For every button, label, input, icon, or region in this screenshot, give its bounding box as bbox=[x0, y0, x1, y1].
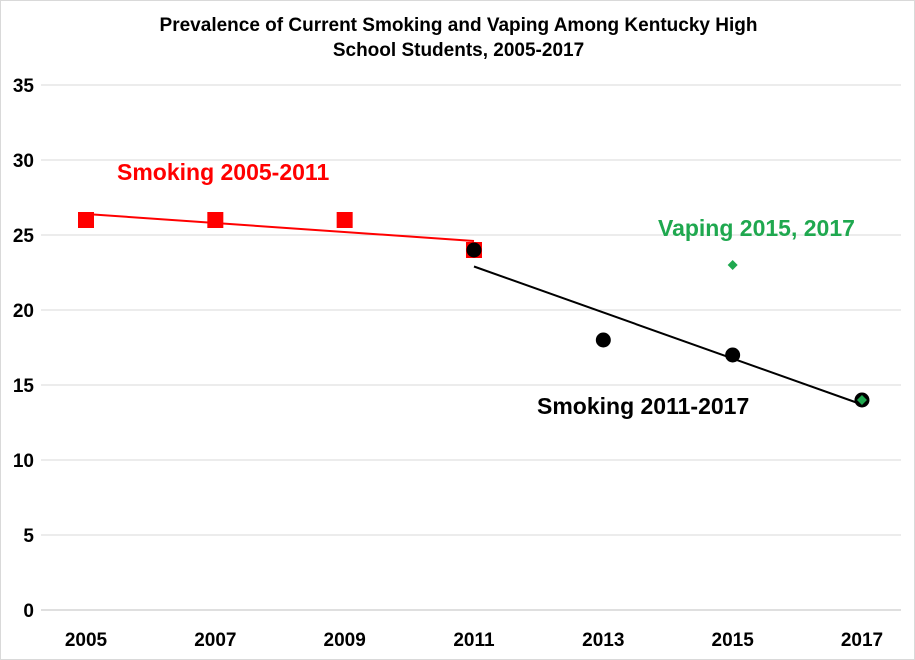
x-tick-label: 2013 bbox=[582, 630, 624, 651]
label-smoking-2005-2011: Smoking 2005-2011 bbox=[117, 159, 330, 185]
y-tick-label: 30 bbox=[13, 151, 34, 172]
data-point-square bbox=[207, 212, 224, 228]
y-tick-label: 0 bbox=[23, 601, 34, 622]
x-tick-label: 2009 bbox=[324, 630, 366, 651]
chart-title-line-2: School Students, 2005-2017 bbox=[332, 40, 585, 61]
x-tick-label: 2017 bbox=[841, 630, 883, 651]
label-smoking-2011-2017: Smoking 2011-2017 bbox=[537, 393, 750, 419]
data-point-circle bbox=[595, 332, 611, 348]
x-tick-label: 2005 bbox=[65, 630, 108, 651]
y-tick-label: 35 bbox=[13, 76, 35, 97]
data-point-square bbox=[78, 212, 94, 228]
data-point-square bbox=[336, 212, 353, 228]
x-tick-label: 2011 bbox=[453, 630, 495, 651]
data-point-circle bbox=[466, 242, 482, 258]
chart-title-line-1: Prevalence of Current Smoking and Vaping… bbox=[159, 15, 758, 36]
label-vaping-2015-2017: Vaping 2015, 2017 bbox=[658, 215, 855, 241]
x-tick-label: 2007 bbox=[194, 630, 236, 651]
data-point-circle bbox=[725, 347, 741, 363]
y-tick-label: 5 bbox=[23, 526, 34, 547]
y-tick-label: 10 bbox=[13, 451, 34, 472]
y-tick-label: 20 bbox=[13, 301, 34, 322]
chart-title: Prevalence of Current Smoking and Vaping… bbox=[1, 13, 914, 63]
trendline-1 bbox=[473, 265, 863, 406]
y-tick-label: 25 bbox=[13, 226, 35, 247]
data-point-diamond bbox=[856, 395, 867, 405]
data-point-diamond bbox=[727, 260, 738, 270]
trendline-0 bbox=[85, 213, 475, 242]
x-tick-label: 2015 bbox=[712, 630, 755, 651]
y-tick-label: 15 bbox=[13, 376, 35, 397]
